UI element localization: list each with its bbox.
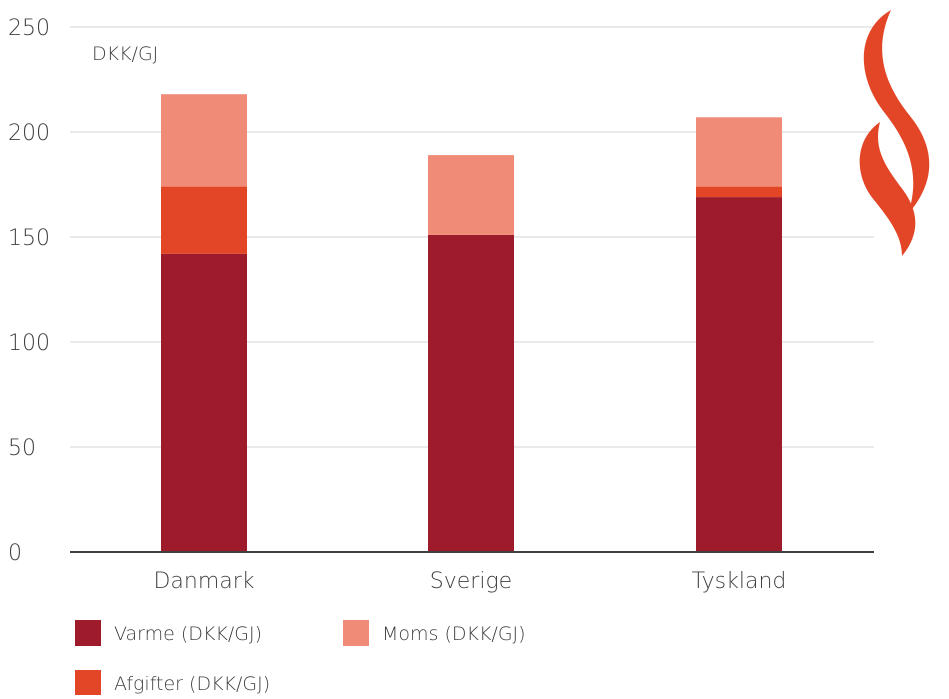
y-tick-labels: 0 50 100 150 200 250 <box>8 16 50 566</box>
legend-swatch <box>343 620 369 646</box>
y-tick-label: 0 <box>8 541 22 566</box>
x-tick-label: Sverige <box>430 569 512 594</box>
y-tick-label: 200 <box>8 121 50 146</box>
legend-label: Varme (DKK/GJ) <box>114 623 262 645</box>
bar-segment <box>161 94 247 187</box>
bar-segment <box>428 155 514 235</box>
legend-label: Moms (DKK/GJ) <box>382 623 526 645</box>
bars <box>161 94 782 553</box>
legend-swatch <box>75 620 101 646</box>
x-tick-label: Danmark <box>153 569 254 594</box>
y-tick-label: 250 <box>8 16 50 41</box>
y-tick-label: 150 <box>8 226 50 251</box>
x-tick-labels: Danmark Sverige Tyskland <box>153 569 786 594</box>
y-tick-label: 50 <box>8 436 36 461</box>
legend: Varme (DKK/GJ) Afgifter (DKK/GJ) Moms (DKK… <box>75 620 526 696</box>
legend-label: Afgifter (DKK/GJ) <box>114 673 270 695</box>
y-tick-label: 100 <box>8 331 50 356</box>
flame-icon <box>859 10 930 256</box>
bar-segment <box>161 186 247 254</box>
legend-swatch <box>75 670 101 696</box>
y-unit-label: DKK/GJ <box>92 43 158 65</box>
bar-segment <box>696 117 782 187</box>
bar-segment <box>161 253 247 553</box>
bar-segment <box>428 234 514 552</box>
bar-segment <box>696 197 782 552</box>
x-tick-label: Tyskland <box>692 569 787 594</box>
bar-segment <box>696 186 782 198</box>
